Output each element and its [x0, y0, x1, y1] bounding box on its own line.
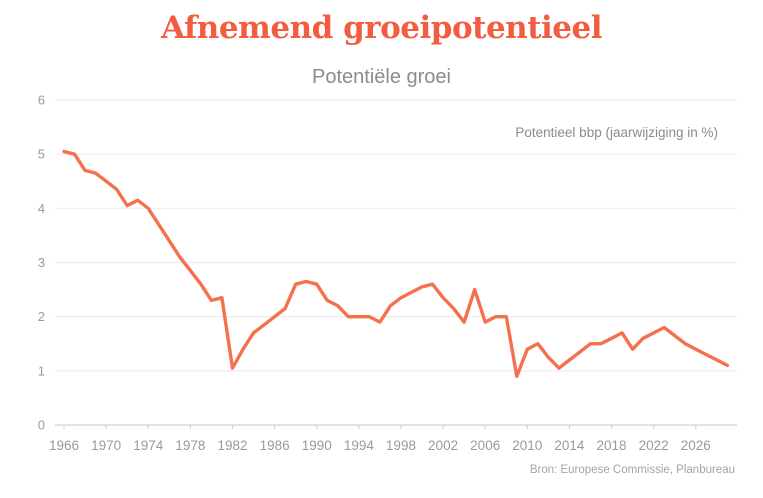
- y-tick-label: 4: [38, 201, 45, 216]
- x-tick-label: 1986: [260, 438, 290, 453]
- x-tick-label: 2002: [428, 438, 458, 453]
- x-tick-label: 1970: [91, 438, 121, 453]
- x-tick-label: 2018: [597, 438, 627, 453]
- x-tick-label: 2006: [470, 438, 500, 453]
- trend-line: [62, 149, 730, 378]
- y-tick-label: 1: [38, 363, 45, 378]
- x-tick-label: 1982: [217, 438, 247, 453]
- x-tick-label: 1978: [175, 438, 205, 453]
- x-tick-label: 1966: [49, 438, 79, 453]
- y-tick-label: 0: [38, 418, 45, 433]
- x-tick-label: 2022: [639, 438, 669, 453]
- x-tick-label: 1994: [344, 438, 375, 453]
- y-tick-label: 6: [38, 92, 45, 107]
- legend-label: Potentieel bbp (jaarwijziging in %): [515, 125, 718, 140]
- x-tick-label: 1974: [133, 438, 164, 453]
- y-tick-label: 3: [38, 255, 45, 270]
- x-tick-label: 1998: [386, 438, 416, 453]
- y-tick-label: 5: [38, 147, 45, 162]
- x-tick-label: 1990: [302, 438, 332, 453]
- chart-title: Afnemend groeipotentieel: [160, 10, 603, 46]
- x-tick-label: 2014: [554, 438, 585, 453]
- source-note: Bron: Europese Commissie, Planbureau: [529, 464, 735, 476]
- chart-subtitle: Potentiële groei: [312, 66, 451, 88]
- x-tick-label: 2026: [681, 438, 711, 453]
- x-tick-label: 2010: [512, 438, 542, 453]
- y-tick-label: 2: [38, 309, 45, 324]
